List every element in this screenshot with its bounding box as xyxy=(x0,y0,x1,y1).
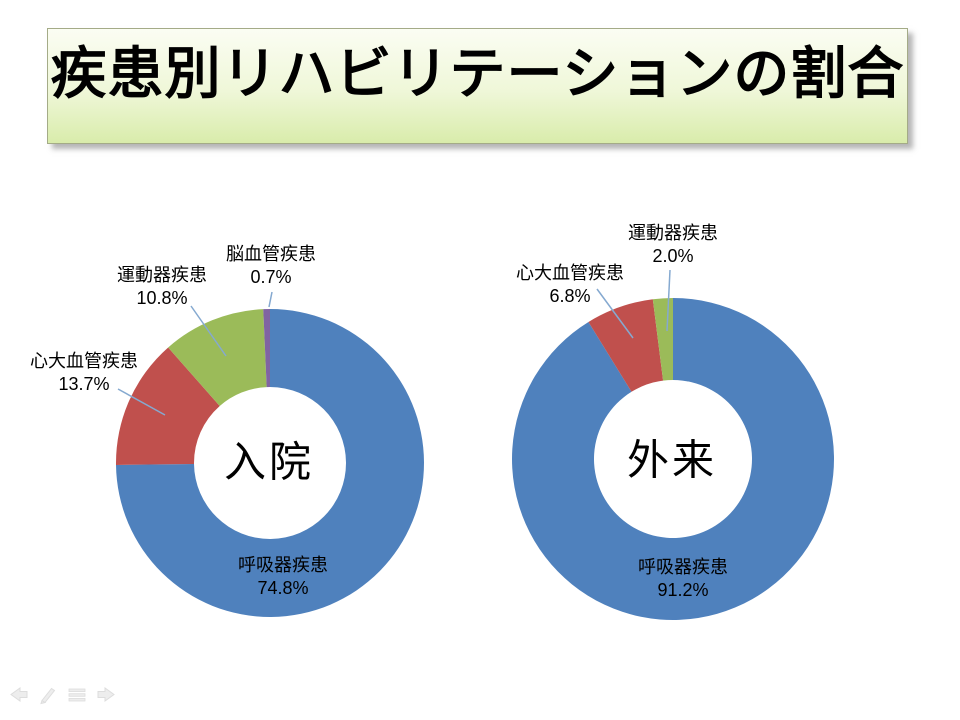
prev-arrow-icon xyxy=(10,687,28,702)
outpatient-label-musculoskeletal-name: 運動器疾患 xyxy=(628,223,718,243)
slide-title: 疾患別リハビリテーションの割合 xyxy=(50,42,905,105)
donut-inpatient-leader-line-1 xyxy=(117,388,166,416)
donut-inpatient-leader-line-2 xyxy=(268,291,273,308)
inpatient-label-respiratory-name: 呼吸器疾患 xyxy=(238,555,328,575)
inpatient-label-musculoskeletal-value: 10.8% xyxy=(136,288,188,308)
inpatient-label-musculoskeletal-name: 運動器疾患 xyxy=(117,265,207,285)
outpatient-label-cardiovascular-value: 6.8% xyxy=(549,286,591,306)
donut-inpatient-slice-cerebrovascular xyxy=(263,309,270,388)
title-box: 疾患別リハビリテーションの割合 xyxy=(47,28,908,144)
outpatient-label-cardiovascular: 心大血管疾患 6.8% xyxy=(516,262,624,308)
outpatient-center-label: 外来 xyxy=(626,436,718,484)
prev-slide-button[interactable] xyxy=(8,685,30,705)
outpatient-label-respiratory: 呼吸器疾患 91.2% xyxy=(638,556,728,602)
donut-inpatient-slice-respiratory xyxy=(116,309,424,617)
inpatient-center-label: 入院 xyxy=(223,438,315,486)
menu-button[interactable] xyxy=(66,685,88,705)
donut-outpatient-slice-respiratory xyxy=(512,298,835,621)
inpatient-label-musculoskeletal: 運動器疾患 10.8% xyxy=(117,264,207,310)
menu-icon xyxy=(68,688,86,702)
donut-inpatient-slice-musculoskeletal xyxy=(168,309,267,406)
inpatient-label-cerebrovascular: 脳血管疾患 0.7% xyxy=(226,243,316,289)
outpatient-label-cardiovascular-name: 心大血管疾患 xyxy=(516,263,624,283)
outpatient-label-respiratory-value: 91.2% xyxy=(657,580,709,600)
inpatient-label-cardiovascular: 心大血管疾患 13.7% xyxy=(30,350,138,396)
donut-outpatient-leader-line-0 xyxy=(666,269,671,332)
outpatient-label-musculoskeletal-value: 2.0% xyxy=(652,246,694,266)
next-slide-button[interactable] xyxy=(95,685,117,705)
pen-icon xyxy=(40,687,56,705)
inpatient-label-cerebrovascular-name: 脳血管疾患 xyxy=(226,244,316,264)
inpatient-label-respiratory-value: 74.8% xyxy=(257,578,309,598)
donut-inpatient-leader-line-0 xyxy=(190,305,227,357)
next-arrow-icon xyxy=(97,687,115,702)
slideshow-nav xyxy=(8,685,117,705)
inpatient-label-respiratory: 呼吸器疾患 74.8% xyxy=(238,554,328,600)
donut-outpatient-slice-cardiovascular xyxy=(588,299,664,392)
donut-outpatient-leader-line-1 xyxy=(596,288,634,339)
inpatient-label-cardiovascular-value: 13.7% xyxy=(58,374,110,394)
outpatient-label-respiratory-name: 呼吸器疾患 xyxy=(638,557,728,577)
donut-inpatient-slice-cardiovascular xyxy=(115,347,220,465)
pen-button[interactable] xyxy=(37,685,59,705)
inpatient-label-cerebrovascular-value: 0.7% xyxy=(250,267,292,287)
inpatient-label-cardiovascular-name: 心大血管疾患 xyxy=(30,351,138,371)
outpatient-label-musculoskeletal: 運動器疾患 2.0% xyxy=(628,222,718,268)
